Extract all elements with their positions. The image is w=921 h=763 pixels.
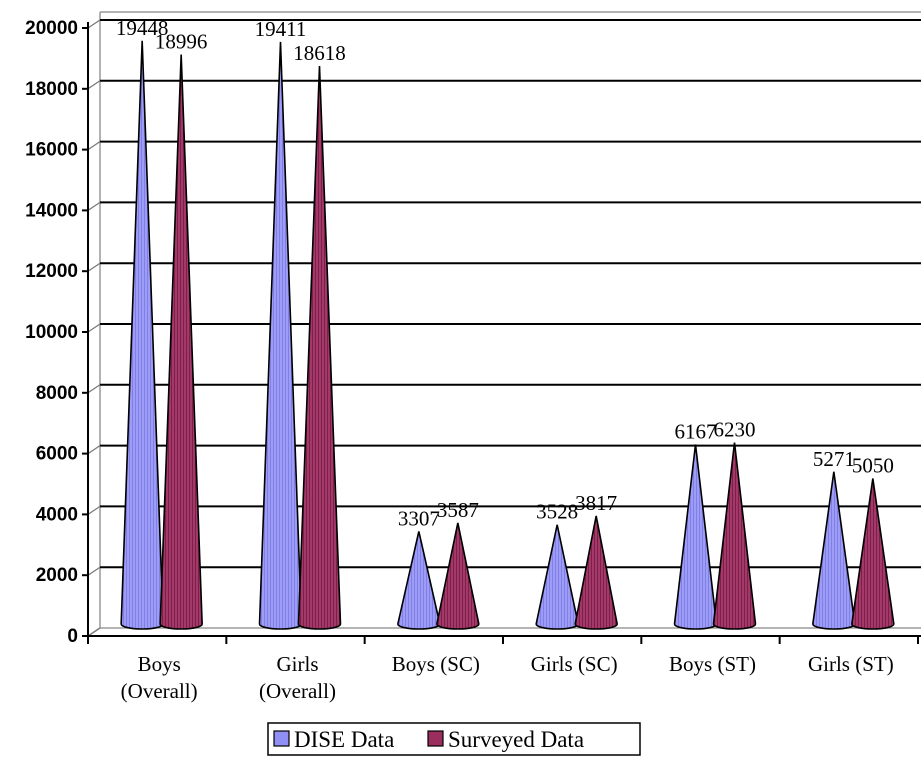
y-tick-label: 20000	[25, 18, 78, 39]
cone-dise-2	[397, 531, 441, 630]
category-label: Boys (ST)	[669, 652, 756, 676]
gridline-depth	[87, 19, 101, 29]
data-label: 3817	[575, 491, 617, 515]
legend-label: Surveyed Data	[448, 727, 584, 752]
legend-label: DISE Data	[294, 727, 394, 752]
axes	[82, 22, 921, 644]
y-tick-label: 2000	[36, 565, 78, 586]
cone-dise-1	[258, 41, 303, 630]
legend: DISE Data Surveyed Data	[267, 722, 641, 756]
gridline-depth	[87, 627, 101, 637]
category-label: Boys (SC)	[392, 652, 480, 676]
cone-marks	[120, 40, 895, 630]
data-label: 3528	[536, 500, 578, 524]
category-label: (Overall)	[121, 679, 198, 703]
cone-surveyed-5	[851, 478, 895, 630]
gridline-depth	[87, 505, 101, 515]
data-label: 5271	[813, 447, 855, 471]
category-label: (Overall)	[259, 679, 336, 703]
data-label: 19411	[255, 17, 307, 41]
cone-dise-5	[812, 471, 856, 630]
cone-surveyed-3	[574, 515, 618, 630]
legend-swatch	[427, 730, 444, 747]
cone-surveyed-4	[712, 442, 757, 630]
y-tick-label: 6000	[36, 444, 78, 465]
y-tick-label: 12000	[25, 261, 78, 282]
data-label: 6167	[675, 420, 717, 444]
gridline-depth	[87, 323, 101, 333]
data-label: 3587	[437, 498, 479, 522]
y-tick-label: 10000	[25, 322, 78, 343]
data-label: 18618	[293, 41, 346, 65]
cone-dise-0	[120, 40, 164, 630]
data-label: 3307	[398, 506, 440, 530]
cone-surveyed-2	[436, 522, 480, 630]
category-label: Boys	[138, 652, 181, 676]
data-label: 18996	[155, 30, 208, 54]
gridline-depth	[87, 201, 101, 211]
y-tick-label: 16000	[25, 140, 78, 161]
category-label: Girls	[277, 652, 319, 676]
cone-dise-4	[673, 444, 718, 630]
data-label: 5050	[852, 453, 894, 477]
gridline-depth	[87, 141, 101, 151]
y-tick-label: 14000	[25, 200, 78, 221]
data-label: 6230	[714, 418, 756, 442]
cone-surveyed-1	[297, 65, 342, 630]
x-axis-category-labels: Boys (Overall) Girls (Overall) Boys (SC) Girl…	[121, 652, 894, 703]
category-label: Girls (SC)	[531, 652, 618, 676]
gridline-depth	[87, 262, 101, 272]
legend-swatch	[273, 730, 290, 747]
gridline-depth	[87, 80, 101, 90]
y-tick-label: 0	[67, 626, 78, 647]
gridlines	[87, 19, 921, 637]
cone-surveyed-0	[159, 54, 203, 630]
data-label: 19448	[116, 16, 169, 40]
y-tick-label: 4000	[36, 504, 78, 525]
gridline-depth	[87, 384, 101, 394]
y-axis-tick-labels: 0 2000 4000 6000 8000 10000 12000 14000 16000 180…	[25, 18, 78, 647]
category-label: Girls (ST)	[808, 652, 894, 676]
cone-dise-3	[535, 524, 579, 630]
y-tick-label: 18000	[25, 79, 78, 100]
gridline-depth	[87, 445, 101, 455]
y-tick-label: 8000	[36, 383, 78, 404]
gridline-depth	[87, 566, 101, 576]
legend-box	[267, 722, 641, 756]
